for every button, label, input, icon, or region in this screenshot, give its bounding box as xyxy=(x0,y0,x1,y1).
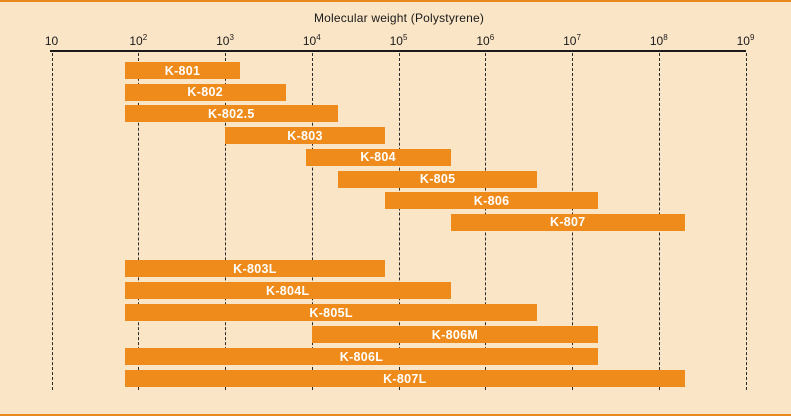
tick-base: 10 xyxy=(736,34,750,48)
gridline xyxy=(51,53,53,390)
gridline xyxy=(225,53,226,390)
bar-k-802: K-802 xyxy=(124,83,286,101)
tick-base: 10 xyxy=(302,34,317,48)
axis-tick-label: 10 xyxy=(45,34,58,48)
bar-k-807l: K-807L xyxy=(124,370,685,387)
bar-k-805: K-805 xyxy=(337,170,538,188)
bar-label: K-804L xyxy=(266,283,310,298)
gridline xyxy=(311,53,313,390)
bar-label: K-803 xyxy=(287,128,323,143)
bar-label: K-805 xyxy=(419,172,456,186)
tick-exponent: 4 xyxy=(316,33,321,42)
bar-label: K-806M xyxy=(431,327,479,342)
gridline xyxy=(138,53,140,390)
bar-label: K-804 xyxy=(360,150,396,165)
bar-k-802.5: K-802.5 xyxy=(124,105,338,123)
bar-k-806m: K-806M xyxy=(311,326,599,343)
bar-label: K-805L xyxy=(309,305,353,320)
tick-exponent: 7 xyxy=(576,33,581,42)
gridline xyxy=(745,53,747,390)
bar-label: K-806L xyxy=(339,349,384,364)
tick-exponent: 6 xyxy=(489,33,495,42)
bar-label: K-806 xyxy=(473,193,510,208)
tick-base: 10 xyxy=(129,34,143,48)
tick-exponent: 2 xyxy=(142,33,148,42)
axis-tick-label: 104 xyxy=(302,33,321,49)
bar-k-804: K-804 xyxy=(305,148,451,166)
tick-base: 10 xyxy=(649,34,664,48)
bar-k-801: K-801 xyxy=(124,62,241,79)
bar-k-806: K-806 xyxy=(385,192,599,210)
bar-k-807: K-807 xyxy=(450,213,685,231)
axis-tick-label: 102 xyxy=(129,33,148,49)
bar-label: K-807 xyxy=(550,215,586,230)
axis-tick-label: 109 xyxy=(736,33,755,49)
tick-exponent: 3 xyxy=(229,33,234,42)
chart-title: Molecular weight (Polystyrene) xyxy=(313,11,485,25)
bar-k-804l: K-804L xyxy=(124,282,451,299)
bar-label: K-802.5 xyxy=(208,106,255,121)
axis-tick-label: 103 xyxy=(216,33,234,49)
bar-label: K-803L xyxy=(233,261,277,276)
bar-k-806l: K-806L xyxy=(124,348,599,365)
top-border-line xyxy=(0,0,791,2)
axis-tick-label: 108 xyxy=(649,33,668,49)
axis-tick-label: 105 xyxy=(389,33,408,49)
bar-k-803: K-803 xyxy=(225,127,386,145)
tick-exponent: 5 xyxy=(402,33,408,42)
tick-base: 10 xyxy=(216,34,230,48)
bottom-border-line xyxy=(0,414,791,416)
tick-base: 10 xyxy=(389,34,403,48)
axis-tick-label: 107 xyxy=(563,33,581,49)
bar-label: K-801 xyxy=(164,63,201,78)
tick-base: 10 xyxy=(476,34,490,48)
x-axis-line xyxy=(50,50,746,52)
bar-label: K-802 xyxy=(187,85,223,100)
axis-tick-label: 106 xyxy=(476,33,495,49)
bar-k-805l: K-805L xyxy=(124,304,538,321)
tick-base: 10 xyxy=(44,34,59,48)
gridline xyxy=(398,53,400,390)
tick-exponent: 8 xyxy=(663,33,668,42)
tick-exponent: 9 xyxy=(749,33,755,42)
bar-label: K-807L xyxy=(383,371,427,386)
bar-k-803l: K-803L xyxy=(124,260,386,277)
tick-base: 10 xyxy=(563,34,577,48)
